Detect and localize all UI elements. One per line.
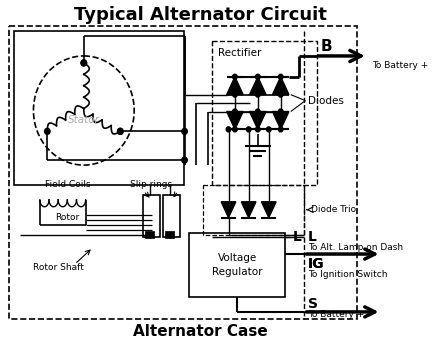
Text: Alternator Case: Alternator Case: [133, 324, 267, 339]
Text: B: B: [321, 39, 332, 54]
Circle shape: [81, 60, 86, 66]
Text: S: S: [308, 297, 318, 311]
Bar: [14, 31, 184, 185]
Polygon shape: [261, 202, 276, 218]
Circle shape: [279, 109, 283, 114]
Circle shape: [233, 74, 237, 79]
Circle shape: [256, 92, 260, 97]
Polygon shape: [250, 112, 266, 130]
Text: To Alt. Lamp on Dash: To Alt. Lamp on Dash: [308, 243, 403, 252]
Text: Voltage
Regulator: Voltage Regulator: [212, 253, 263, 277]
Text: Field Coils: Field Coils: [45, 180, 90, 190]
Text: IG: IG: [308, 257, 325, 271]
Circle shape: [182, 157, 187, 163]
Circle shape: [233, 92, 237, 97]
Bar: [189, 233, 285, 297]
Bar: [9, 26, 357, 319]
Text: Rotor: Rotor: [55, 213, 79, 222]
Bar: [165, 231, 174, 238]
Polygon shape: [241, 202, 256, 218]
Polygon shape: [273, 77, 289, 95]
Text: IG: IG: [308, 257, 325, 271]
Circle shape: [233, 109, 237, 114]
Text: Diode Trio: Diode Trio: [311, 205, 356, 214]
Polygon shape: [221, 202, 236, 218]
Circle shape: [256, 109, 260, 114]
Circle shape: [279, 92, 283, 97]
Circle shape: [81, 60, 86, 66]
Text: Typical Alternator Circuit: Typical Alternator Circuit: [74, 6, 326, 24]
Circle shape: [45, 128, 50, 134]
Bar: [164, 195, 180, 237]
Circle shape: [247, 127, 251, 132]
Text: L: L: [293, 230, 302, 244]
Polygon shape: [273, 112, 289, 130]
Polygon shape: [227, 77, 243, 95]
Circle shape: [233, 127, 237, 132]
Circle shape: [256, 74, 260, 79]
Circle shape: [118, 128, 123, 134]
Circle shape: [256, 127, 260, 132]
Bar: [143, 195, 160, 237]
Circle shape: [279, 74, 283, 79]
Text: Stator: Stator: [68, 115, 100, 125]
Circle shape: [279, 127, 283, 132]
Text: Rectifier: Rectifier: [218, 48, 261, 58]
Text: Diodes: Diodes: [308, 95, 344, 106]
Text: Rotor Shaft: Rotor Shaft: [33, 263, 84, 272]
Text: Slip rings: Slip rings: [130, 180, 172, 190]
Circle shape: [182, 128, 187, 134]
Text: To Battery +: To Battery +: [372, 61, 428, 70]
Text: To Ignition Switch: To Ignition Switch: [308, 270, 388, 279]
Polygon shape: [250, 77, 266, 95]
Text: L: L: [308, 230, 317, 244]
Polygon shape: [227, 112, 243, 130]
Circle shape: [266, 127, 271, 132]
Text: To Battery +: To Battery +: [308, 310, 365, 319]
Bar: [203, 185, 304, 234]
Circle shape: [226, 127, 231, 132]
Bar: [212, 41, 317, 185]
Bar: [145, 231, 155, 238]
Circle shape: [118, 128, 123, 134]
